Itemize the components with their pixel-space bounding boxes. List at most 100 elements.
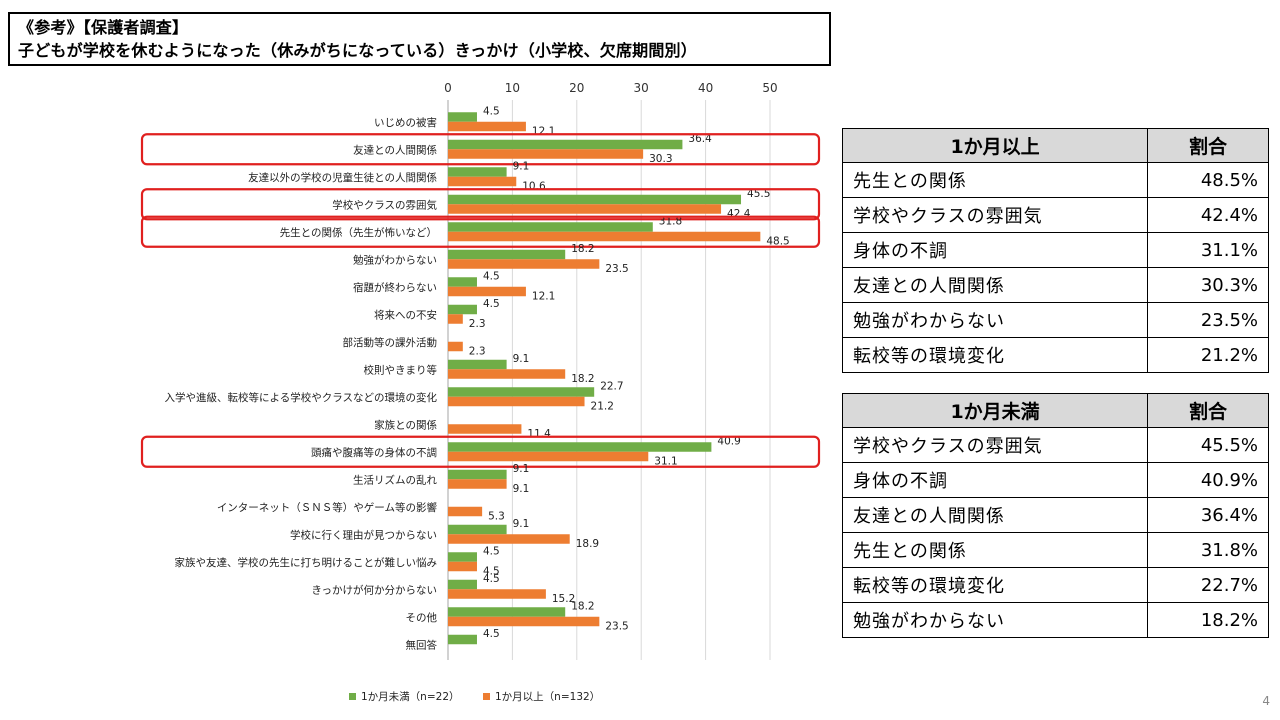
category-label: 学校に行く理由が見つからない bbox=[290, 528, 437, 541]
bar-one-month-or-more bbox=[448, 396, 585, 407]
data-label-one-month-or-more: 23.5 bbox=[605, 620, 628, 632]
bar-under-one-month bbox=[448, 442, 712, 452]
table-row: 先生との関係 31.8% bbox=[841, 532, 1269, 568]
bar-one-month-or-more bbox=[448, 121, 526, 132]
bar-one-month-or-more bbox=[448, 506, 483, 517]
table-cell-ratio: 40.9% bbox=[1147, 462, 1269, 498]
bar-under-one-month bbox=[448, 607, 566, 617]
table-cell-item: 友達との人間関係 bbox=[841, 497, 1149, 533]
data-label-one-month-or-more: 30.3 bbox=[649, 153, 672, 165]
x-tick-label: 20 bbox=[569, 81, 584, 95]
data-label-one-month-or-more: 18.9 bbox=[576, 538, 599, 550]
bar-under-one-month bbox=[448, 222, 653, 232]
bar-under-one-month bbox=[448, 139, 683, 150]
highlight-box bbox=[140, 215, 821, 248]
data-label-under-one-month: 36.4 bbox=[688, 133, 712, 145]
category-label: 校則やきまり等 bbox=[364, 363, 438, 376]
data-label-one-month-or-more: 2.3 bbox=[469, 318, 486, 330]
bar-one-month-or-more bbox=[448, 616, 600, 627]
table-row: 先生との関係 48.5% bbox=[841, 162, 1269, 198]
table-row: 転校等の環境変化 22.7% bbox=[841, 567, 1269, 603]
table-row: 勉強がわからない 18.2% bbox=[841, 602, 1269, 638]
category-label: いじめの被害 bbox=[374, 116, 437, 129]
bar-chart: 0 10 20 30 40 50 いじめの被害 4.5 12.1 友達との人間関係 36.4 30.3… bbox=[140, 81, 821, 703]
data-label-under-one-month: 45.5 bbox=[747, 188, 770, 200]
bar-under-one-month bbox=[448, 194, 742, 205]
highlight-box bbox=[140, 188, 821, 221]
category-label: 宿題が終わらない bbox=[353, 281, 437, 294]
category-label: 入学や進級、転校等による学校やクラスなどの環境の変化 bbox=[165, 391, 438, 404]
data-label-one-month-or-more: 12.1 bbox=[532, 125, 555, 137]
table-cell-item: 転校等の環境変化 bbox=[841, 567, 1149, 603]
data-label-one-month-or-more: 10.6 bbox=[522, 180, 546, 192]
category-label: インターネット（ＳＮＳ等）やゲーム等の影響 bbox=[217, 501, 438, 514]
table-cell-ratio: 48.5% bbox=[1147, 162, 1269, 198]
bar-one-month-or-more bbox=[448, 479, 507, 489]
table-cell-ratio: 21.2% bbox=[1147, 337, 1269, 373]
table-cell-ratio: 36.4% bbox=[1147, 497, 1269, 533]
table-cell-item: 転校等の環境変化 bbox=[841, 337, 1149, 373]
table-cell-ratio: 22.7% bbox=[1147, 567, 1269, 603]
page-number: 4 bbox=[1262, 694, 1270, 708]
bar-one-month-or-more bbox=[448, 589, 546, 599]
bar-one-month-or-more bbox=[448, 534, 570, 544]
data-label-one-month-or-more: 4.5 bbox=[483, 565, 500, 577]
category-label: 先生との関係（先生が怖いなど） bbox=[280, 226, 437, 239]
category-label: その他 bbox=[406, 611, 438, 624]
data-label-under-one-month: 9.1 bbox=[513, 160, 530, 172]
data-label-under-one-month: 4.5 bbox=[483, 105, 500, 117]
table-row: 勉強がわからない 23.5% bbox=[841, 302, 1269, 338]
bar-one-month-or-more bbox=[448, 314, 463, 324]
data-label-one-month-or-more: 12.1 bbox=[532, 290, 555, 302]
bar-under-one-month bbox=[448, 304, 477, 315]
table-cell-item: 身体の不調 bbox=[841, 462, 1149, 498]
table-cell-ratio: 31.8% bbox=[1147, 532, 1269, 568]
data-label-under-one-month: 4.5 bbox=[483, 545, 500, 557]
highlight-box bbox=[140, 435, 821, 468]
category-label: 無回答 bbox=[406, 638, 438, 651]
data-label-under-one-month: 22.7 bbox=[600, 380, 623, 392]
data-label-one-month-or-more: 11.4 bbox=[527, 428, 551, 440]
table-row: 身体の不調 40.9% bbox=[841, 462, 1269, 498]
bar-under-one-month bbox=[448, 277, 477, 287]
category-label: 頭痛や腹痛等の身体の不調 bbox=[311, 446, 437, 459]
title-box: 《参考》【保護者調査】 子どもが学校を休むようになった（休みがちになっている）き… bbox=[8, 12, 831, 66]
data-label-under-one-month: 9.1 bbox=[513, 353, 530, 365]
table-under-one-month: 1か月未満 割合 学校やクラスの雰囲気 45.5% 身体の不調 40.9% 友達との… bbox=[841, 393, 1269, 638]
table-cell-item: 勉強がわからない bbox=[841, 602, 1149, 638]
table-cell-ratio: 18.2% bbox=[1147, 602, 1269, 638]
x-tick-label: 10 bbox=[505, 81, 520, 95]
bar-under-one-month bbox=[448, 469, 507, 480]
category-label: 友達との人間関係 bbox=[353, 143, 437, 156]
data-label-under-one-month: 4.5 bbox=[483, 573, 500, 585]
bar-one-month-or-more bbox=[448, 341, 463, 352]
bar-one-month-or-more bbox=[448, 369, 566, 379]
legend-swatch-one-month-or-more bbox=[483, 693, 490, 700]
bar-under-one-month bbox=[448, 359, 507, 370]
x-tick-label: 30 bbox=[634, 81, 649, 95]
data-label-one-month-or-more: 48.5 bbox=[766, 235, 789, 247]
table-cell-item: 先生との関係 bbox=[841, 162, 1149, 198]
bar-one-month-or-more bbox=[448, 259, 600, 269]
table-cell-ratio: 30.3% bbox=[1147, 267, 1269, 303]
data-label-one-month-or-more: 2.3 bbox=[469, 345, 486, 357]
category-label: 家族との関係 bbox=[374, 418, 437, 431]
table-row: 友達との人間関係 30.3% bbox=[841, 267, 1269, 303]
table-cell-ratio: 45.5% bbox=[1147, 427, 1269, 463]
table-cell-item: 友達との人間関係 bbox=[841, 267, 1149, 303]
x-tick-label: 50 bbox=[762, 81, 777, 95]
category-label: 部活動等の課外活動 bbox=[343, 336, 438, 349]
data-label-under-one-month: 4.5 bbox=[483, 298, 500, 310]
data-label-under-one-month: 18.2 bbox=[571, 600, 594, 612]
bar-one-month-or-more bbox=[448, 176, 517, 187]
data-label-under-one-month: 31.8 bbox=[659, 215, 682, 227]
table-row: 友達との人間関係 36.4% bbox=[841, 497, 1269, 533]
bar-under-one-month bbox=[448, 112, 477, 122]
bar-under-one-month bbox=[448, 552, 477, 562]
data-label-one-month-or-more: 15.2 bbox=[552, 593, 575, 605]
data-label-one-month-or-more: 5.3 bbox=[488, 510, 505, 522]
data-label-one-month-or-more: 42.4 bbox=[727, 208, 751, 220]
table-cell-item: 勉強がわからない bbox=[841, 302, 1149, 338]
table-one-month-or-more: 1か月以上 割合 先生との関係 48.5% 学校やクラスの雰囲気 42.4% 身体の… bbox=[841, 128, 1269, 373]
bar-one-month-or-more bbox=[448, 424, 522, 434]
